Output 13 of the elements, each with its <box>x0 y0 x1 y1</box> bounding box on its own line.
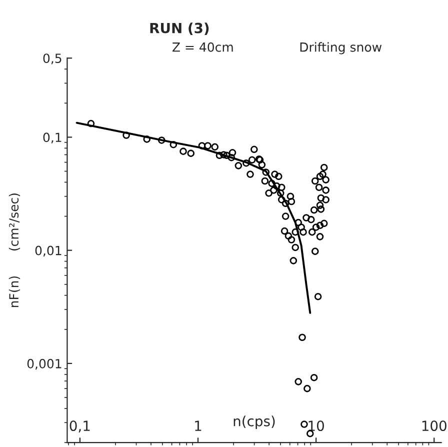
x-tick-label: 10 <box>308 420 324 432</box>
y-axis-title: nF(n) (cm²/sec) <box>8 194 20 308</box>
x-axis-title: n(cps) <box>234 416 275 430</box>
x-tick-label: 0,1 <box>70 420 90 432</box>
x-tick-label: 100 <box>422 420 446 432</box>
text: Z = 40cm <box>172 42 233 52</box>
y-tick-label: 0,01 <box>35 246 62 257</box>
y-tick-label: 0,1 <box>43 132 62 144</box>
text: Drifting snow <box>300 42 382 54</box>
x-tick-label: 1 <box>195 420 202 431</box>
chart-title: RUN (3) <box>150 22 209 35</box>
y-tick-label: 0,5 <box>43 54 62 64</box>
y-tick-label: 0,001 <box>27 358 62 370</box>
